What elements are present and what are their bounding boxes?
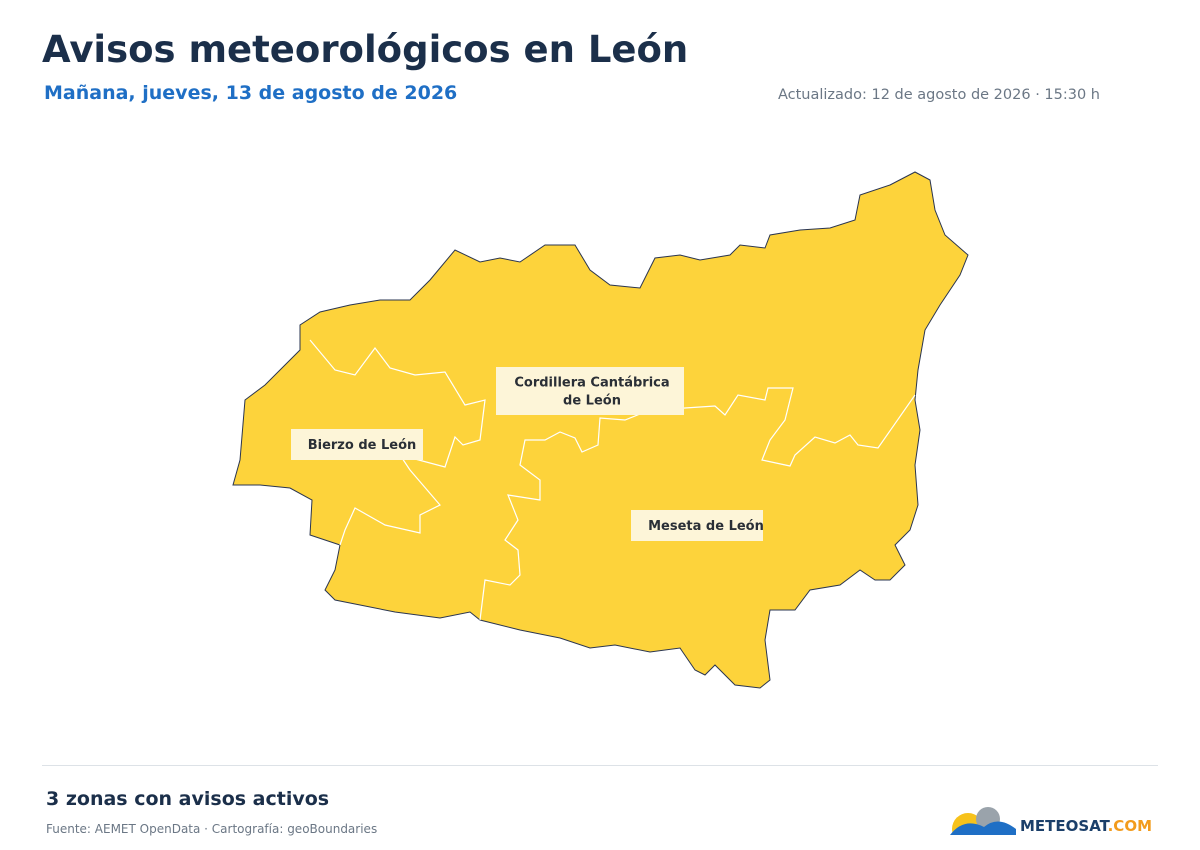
zone-label-box	[496, 367, 684, 415]
zone-label: Bierzo de León	[308, 438, 417, 453]
logo-text: SAT	[1078, 817, 1110, 835]
title: Avisos meteorológicos en León	[42, 28, 689, 71]
summary: 3 zonas con avisos activos	[46, 788, 330, 810]
zone-label-box	[631, 510, 763, 541]
province-shape	[232, 171, 969, 689]
updated-time: Actualizado: 12 de agosto de 2026 · 15:3…	[777, 87, 1100, 103]
subtitle: Mañana, jueves, 13 de agosto de 2026	[44, 82, 458, 104]
zone-label: Meseta de León	[648, 519, 764, 534]
logo-text: .COM	[1108, 817, 1152, 835]
svg-text:METEOSAT.COM: METEOSAT.COM	[1020, 817, 1152, 835]
zone-label: Cordillera Cantábrica	[514, 376, 669, 391]
zone-label-box	[291, 429, 423, 460]
source: Fuente: AEMET OpenData · Cartografía: ge…	[46, 822, 378, 836]
logo: METEOSAT.COM	[950, 807, 1152, 835]
logo-text: METEO	[1020, 817, 1078, 835]
zone-label: de León	[563, 394, 621, 409]
divider	[42, 765, 1158, 766]
zone-border	[309, 339, 486, 546]
